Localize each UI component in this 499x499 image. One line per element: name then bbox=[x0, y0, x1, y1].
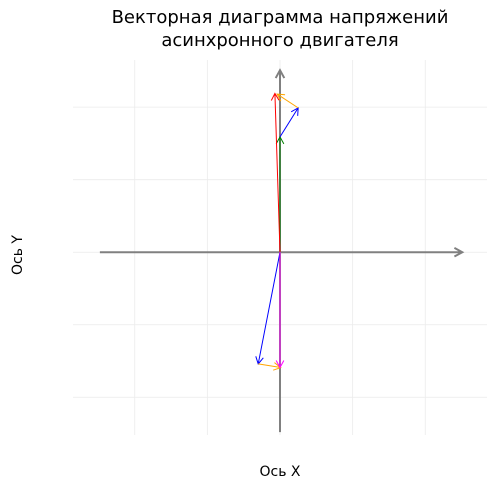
y-axis-label: Ось Y bbox=[10, 235, 26, 275]
chart-title: Векторная диаграмма напряжений bbox=[112, 7, 449, 28]
vector bbox=[258, 362, 282, 371]
vector bbox=[279, 106, 299, 138]
axis-arrow bbox=[99, 247, 465, 258]
vector bbox=[276, 93, 299, 109]
vector bbox=[275, 252, 285, 369]
vector bbox=[270, 92, 281, 253]
x-axis-label: Ось X bbox=[259, 464, 300, 480]
vector bbox=[255, 252, 281, 365]
vector bbox=[275, 135, 285, 253]
chart-title: асинхронного двигателя bbox=[161, 30, 398, 51]
